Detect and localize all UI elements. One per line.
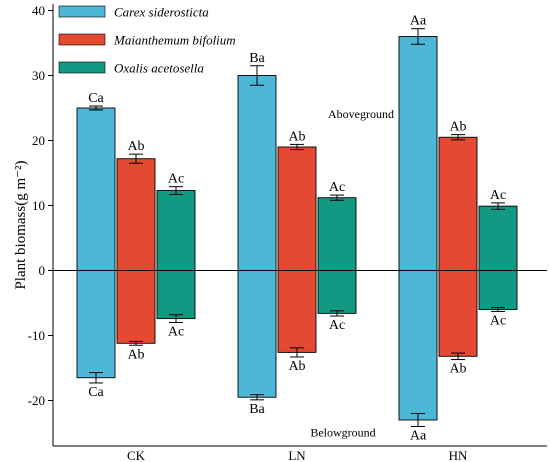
legend-label: Carex siderosticta xyxy=(114,5,209,20)
significance-label-above: Ac xyxy=(168,172,184,187)
significance-label-above: Ab xyxy=(288,129,305,144)
bar xyxy=(478,205,518,310)
y-tick-label: -10 xyxy=(28,328,45,343)
bar xyxy=(116,158,156,344)
significance-label-below: Ab xyxy=(288,359,305,374)
bar xyxy=(317,197,357,314)
legend-swatch xyxy=(58,33,106,46)
significance-label-above: Ac xyxy=(329,180,345,195)
legend-swatch xyxy=(58,5,106,18)
bar xyxy=(156,190,196,320)
legend-swatch xyxy=(58,61,106,74)
x-tick-label: CK xyxy=(127,448,146,462)
significance-label-above: Ac xyxy=(490,188,506,203)
legend-label: Maianthemum bifolium xyxy=(113,33,236,48)
significance-label-above: Ca xyxy=(88,91,104,106)
bar xyxy=(76,107,116,379)
legend-label: Oxalis acetosella xyxy=(114,61,204,76)
belowground-annotation: Belowground xyxy=(310,425,375,439)
significance-label-below: Ab xyxy=(449,362,466,377)
significance-label-below: Aa xyxy=(410,429,427,444)
significance-label-below: Ab xyxy=(127,347,144,362)
significance-label-above: Ba xyxy=(249,51,265,66)
y-axis-label: Plant biomass(g m⁻²) xyxy=(13,160,29,289)
significance-label-below: Ac xyxy=(329,318,345,333)
significance-label-above: Ab xyxy=(449,120,466,135)
bar xyxy=(237,75,277,398)
significance-label-below: Ac xyxy=(168,325,184,340)
x-tick-label: LN xyxy=(288,448,306,462)
y-tick-label: 0 xyxy=(39,263,46,278)
significance-label-below: Ca xyxy=(88,385,104,400)
bar xyxy=(438,136,478,357)
y-tick-label: 10 xyxy=(32,198,45,213)
bar xyxy=(277,146,317,353)
significance-label-below: Ac xyxy=(490,313,506,328)
y-tick-label: -20 xyxy=(28,393,45,408)
x-tick-label: HN xyxy=(449,448,468,462)
y-tick-label: 40 xyxy=(32,3,45,18)
aboveground-annotation: Aboveground xyxy=(328,107,394,121)
significance-label-below: Ba xyxy=(249,402,265,417)
significance-label-above: Ab xyxy=(127,139,144,154)
bar xyxy=(398,36,438,421)
y-tick-label: 30 xyxy=(32,68,45,83)
y-tick-label: 20 xyxy=(32,133,45,148)
significance-label-above: Aa xyxy=(410,14,427,29)
